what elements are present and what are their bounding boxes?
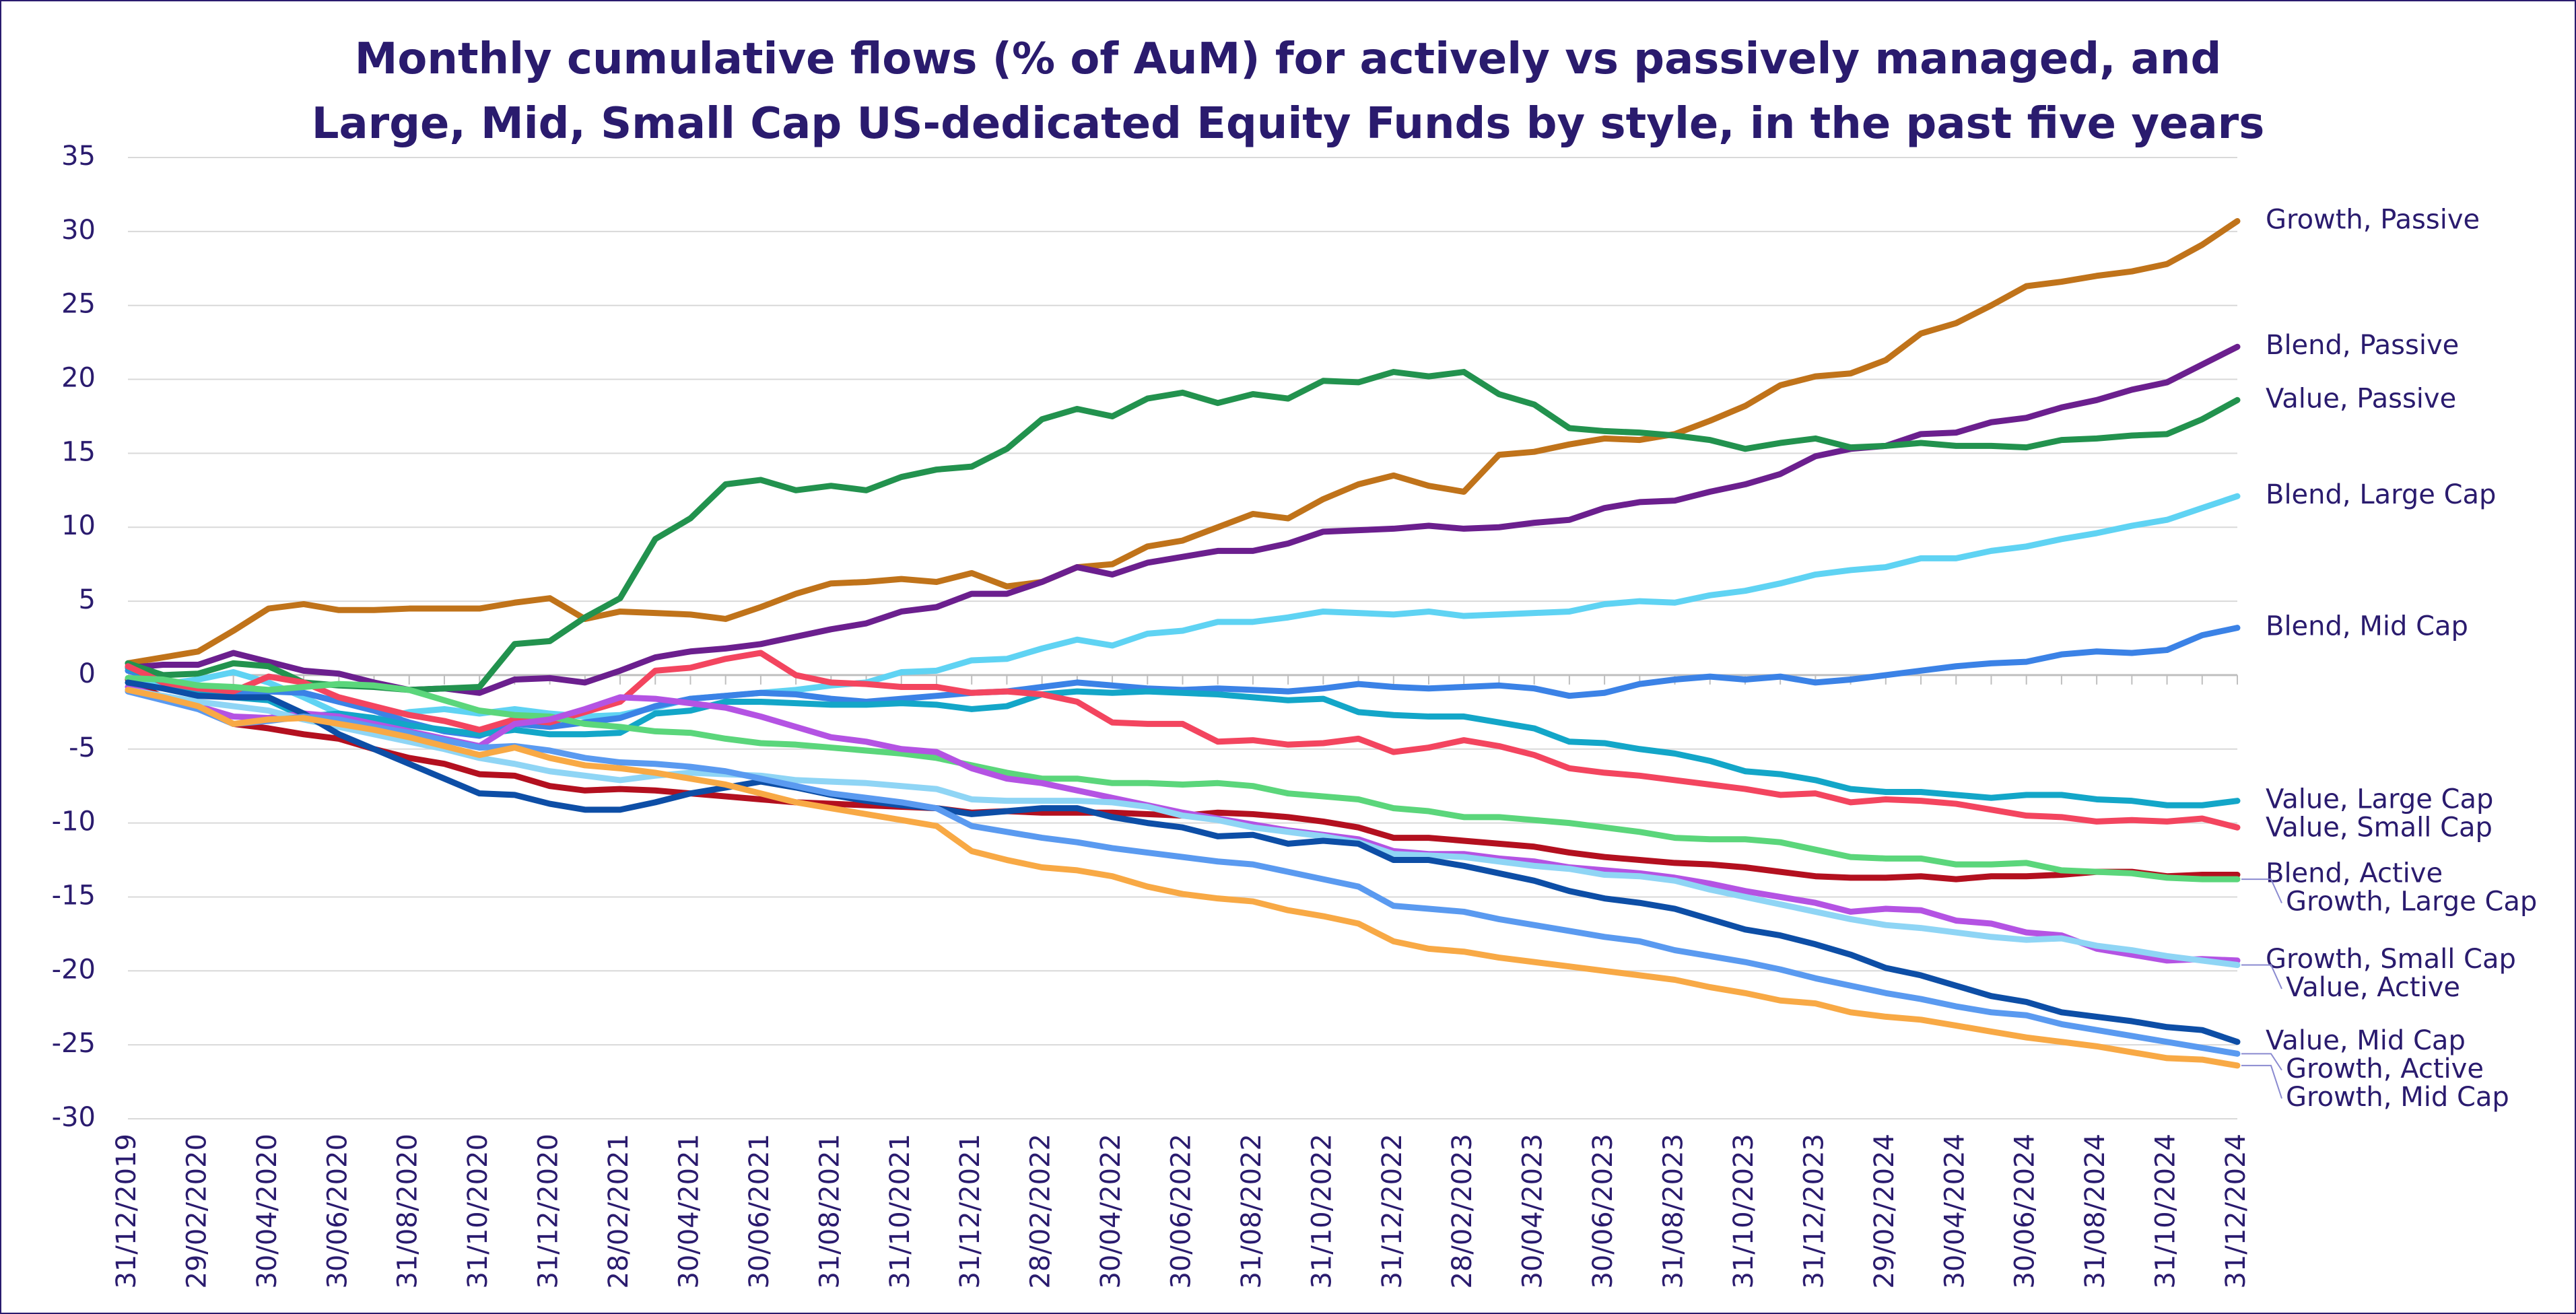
legend-label: Value, Passive	[2266, 383, 2456, 414]
chart-title: Monthly cumulative flows (% of AuM) for …	[311, 34, 2265, 149]
x-tick-label: 31/08/2020	[393, 1134, 423, 1289]
x-tick-label: 31/10/2024	[2150, 1134, 2181, 1289]
legend-label: Value, Large Cap	[2266, 784, 2493, 815]
x-tick-label: 31/08/2024	[2080, 1134, 2111, 1289]
x-tick-label: 29/02/2024	[1869, 1134, 1900, 1289]
legend-label: Blend, Mid Cap	[2266, 611, 2468, 642]
y-tick-label: 25	[61, 289, 96, 320]
y-tick-label: -10	[52, 806, 96, 837]
legend-label: Value, Small Cap	[2266, 812, 2493, 843]
series-line	[125, 343, 2241, 696]
x-tick-label: 31/10/2020	[463, 1134, 494, 1289]
legend-label: Blend, Passive	[2266, 330, 2459, 361]
x-tick-label: 28/02/2021	[603, 1134, 634, 1289]
x-tick-label: 30/06/2024	[2010, 1134, 2041, 1289]
x-tick-label: 31/08/2021	[814, 1134, 845, 1289]
x-tick-label: 31/10/2023	[1728, 1134, 1759, 1289]
x-tick-label: 30/06/2021	[744, 1134, 775, 1289]
series-line	[125, 369, 2241, 693]
label-leader	[2241, 1064, 2282, 1099]
legend-label: Growth, Active	[2286, 1053, 2484, 1084]
x-tick-label: 30/04/2020	[252, 1134, 283, 1289]
x-tick-label: 31/12/2022	[1377, 1134, 1408, 1289]
y-tick-label: 10	[61, 510, 96, 541]
y-tick-label: -25	[52, 1028, 96, 1059]
series-line	[125, 650, 2241, 831]
x-tick-label: 31/12/2021	[955, 1134, 986, 1289]
y-tick-label: 5	[79, 584, 96, 615]
x-tick-label: 31/10/2022	[1306, 1134, 1337, 1289]
y-tick-label: 20	[61, 363, 96, 394]
series-line	[125, 217, 2241, 666]
y-tick-label: 15	[61, 436, 96, 467]
x-tick-label: 30/04/2024	[1939, 1134, 1970, 1289]
legend-label: Growth, Passive	[2266, 204, 2480, 235]
series-line	[125, 675, 2241, 883]
legend-label: Blend, Large Cap	[2266, 479, 2496, 510]
x-tick-label: 31/12/2024	[2221, 1134, 2251, 1289]
x-tick-label: 28/02/2023	[1447, 1134, 1478, 1289]
label-leader	[2241, 964, 2282, 990]
x-tick-label: 28/02/2022	[1025, 1134, 1056, 1289]
y-tick-label: 30	[61, 215, 96, 246]
x-tick-label: 31/12/2023	[1798, 1134, 1829, 1289]
x-tick-label: 30/04/2021	[673, 1134, 704, 1289]
series-line	[125, 664, 2241, 808]
x-tick-label: 30/04/2022	[1095, 1134, 1126, 1289]
x-tick-label: 31/08/2022	[1236, 1134, 1267, 1289]
x-tick-label: 31/12/2019	[111, 1134, 142, 1289]
y-tick-label: 0	[79, 658, 96, 689]
legend-label: Blend, Active	[2266, 858, 2443, 889]
x-tick-label: 30/06/2020	[322, 1134, 353, 1289]
legend-label: Growth, Large Cap	[2286, 887, 2537, 918]
legend-label: Growth, Small Cap	[2266, 944, 2516, 975]
x-tick-label: 30/06/2023	[1588, 1134, 1619, 1289]
label-leader	[2241, 878, 2282, 903]
legend-label: Value, Mid Cap	[2266, 1025, 2466, 1056]
legend-label: Growth, Mid Cap	[2286, 1082, 2509, 1113]
y-tick-label: -5	[69, 732, 96, 763]
x-tick-label: 30/04/2023	[1518, 1134, 1549, 1289]
y-tick-label: -30	[52, 1102, 96, 1133]
y-tick-label: -20	[52, 954, 96, 985]
x-tick-label: 31/12/2020	[533, 1134, 564, 1289]
series-line	[125, 687, 2241, 1069]
x-tick-label: 31/10/2021	[885, 1134, 916, 1289]
series-line	[125, 688, 2241, 1057]
x-tick-label: 30/06/2022	[1166, 1134, 1197, 1289]
x-tick-label: 31/08/2023	[1658, 1134, 1689, 1289]
x-tick-label: 29/02/2020	[181, 1134, 212, 1289]
legend-label: Value, Active	[2286, 972, 2460, 1003]
series-line	[125, 679, 2241, 1045]
y-tick-label: 35	[61, 141, 96, 172]
y-tick-label: -15	[52, 880, 96, 911]
label-leader	[2241, 1053, 2282, 1071]
